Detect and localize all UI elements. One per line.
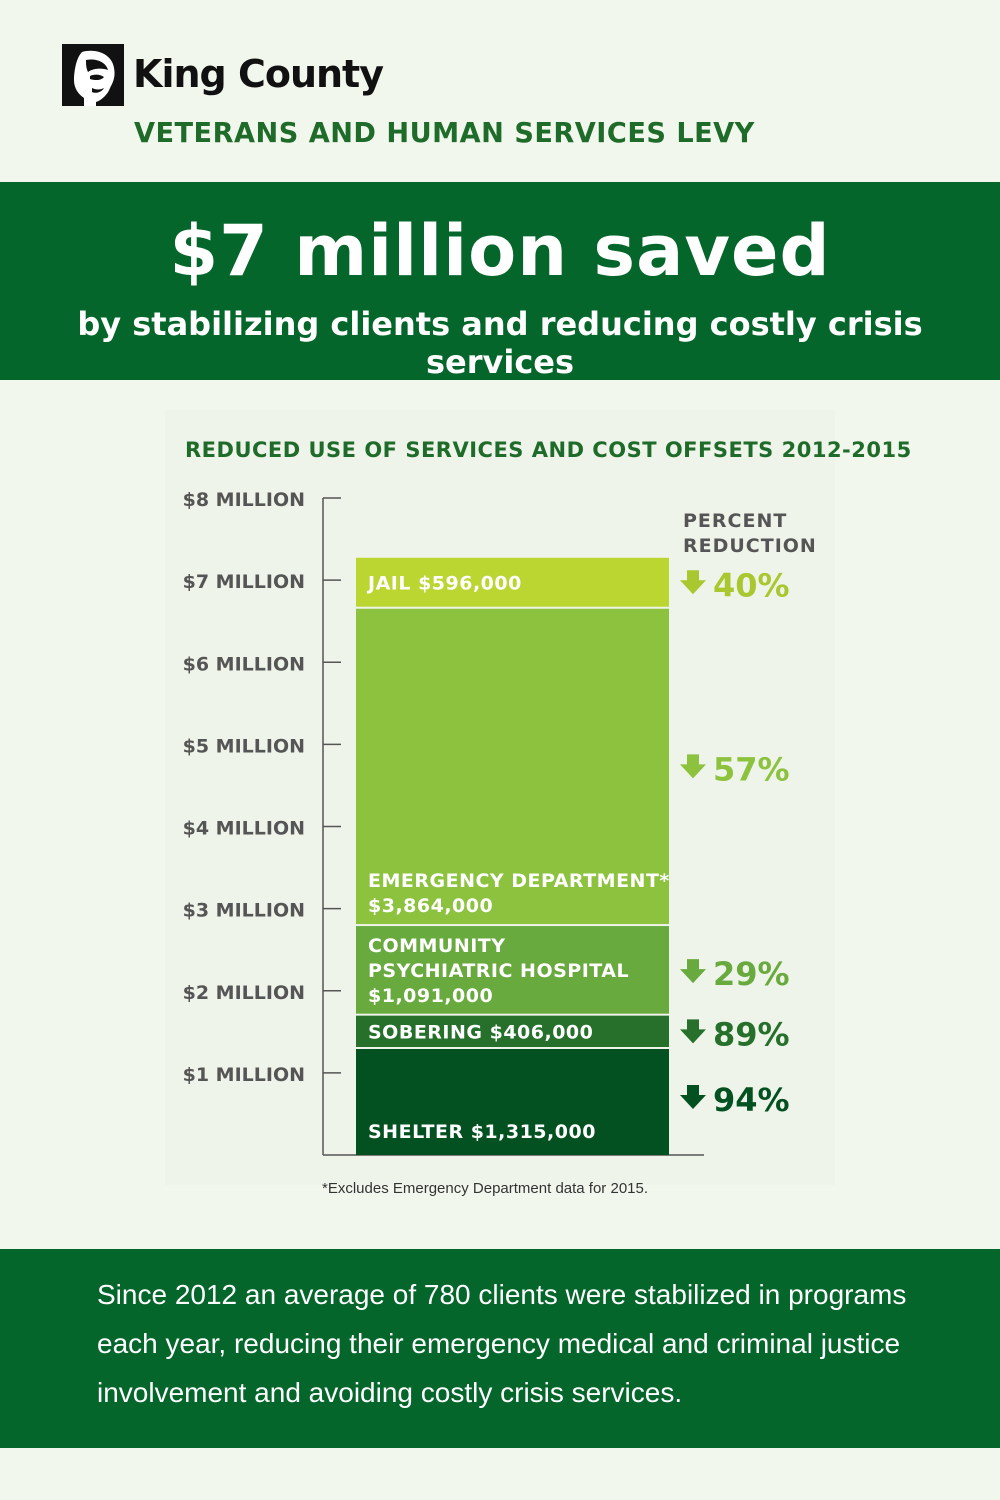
percent-reduction-emergency: 57% [713, 750, 790, 788]
bar-label-psychiatric: $1,091,000 [368, 985, 493, 1007]
bar-segment-psychiatric [356, 926, 669, 1014]
y-tick-label: $8 MILLION [183, 489, 305, 511]
percent-reduction-shelter: 94% [713, 1081, 790, 1119]
down-arrow-icon [680, 959, 706, 984]
reduction-header: PERCENT [683, 510, 787, 532]
down-arrow-icon [680, 1085, 706, 1110]
reduction-header: REDUCTION [683, 535, 817, 557]
footer-banner [0, 1249, 1000, 1448]
chart-title: REDUCED USE OF SERVICES AND COST OFFSETS… [185, 438, 912, 462]
down-arrow-icon [680, 570, 706, 595]
y-tick-label: $1 MILLION [183, 1064, 305, 1086]
chart-footnote: *Excludes Emergency Department data for … [322, 1180, 649, 1197]
bar-label-psychiatric: COMMUNITY [368, 935, 506, 957]
bar-label-emergency: $3,864,000 [368, 895, 493, 917]
y-tick-label: $3 MILLION [183, 900, 305, 922]
y-tick-label: $4 MILLION [183, 818, 305, 840]
y-tick-label: $7 MILLION [183, 571, 305, 593]
percent-reduction-jail: 40% [713, 566, 790, 604]
bar-label-emergency: EMERGENCY DEPARTMENT* [368, 870, 670, 892]
program-name: VETERANS AND HUMAN SERVICES LEVY [134, 116, 755, 149]
headline: $7 million saved [169, 210, 831, 292]
bar-label-jail: JAIL $596,000 [366, 572, 522, 594]
bar-segment-jail [356, 557, 669, 607]
percent-reduction-psychiatric: 29% [713, 955, 790, 993]
bar-label-shelter: SHELTER $1,315,000 [368, 1121, 596, 1143]
bar-label-psychiatric: PSYCHIATRIC HOSPITAL [368, 960, 629, 982]
percent-reduction-sobering: 89% [713, 1015, 790, 1053]
down-arrow-icon [680, 754, 706, 779]
footer-text: Since 2012 an average of 780 clients wer… [97, 1279, 907, 1408]
bar-segment-shelter [356, 1049, 669, 1155]
king-county-logo-icon [62, 44, 124, 106]
bar-label-sobering: SOBERING $406,000 [368, 1021, 593, 1043]
down-arrow-icon [680, 1019, 706, 1044]
subheadline: by stabilizing clients and reducing cost… [77, 305, 923, 381]
header: King County VETERANS AND HUMAN SERVICES … [0, 0, 1000, 182]
brand-name: King County [133, 52, 384, 96]
y-tick-label: $6 MILLION [183, 653, 305, 675]
y-tick-label: $2 MILLION [183, 982, 305, 1004]
bar-segment-emergency [356, 608, 669, 925]
y-tick-label: $5 MILLION [183, 735, 305, 757]
bar-segment-sobering [356, 1015, 669, 1048]
banner [0, 182, 1000, 380]
